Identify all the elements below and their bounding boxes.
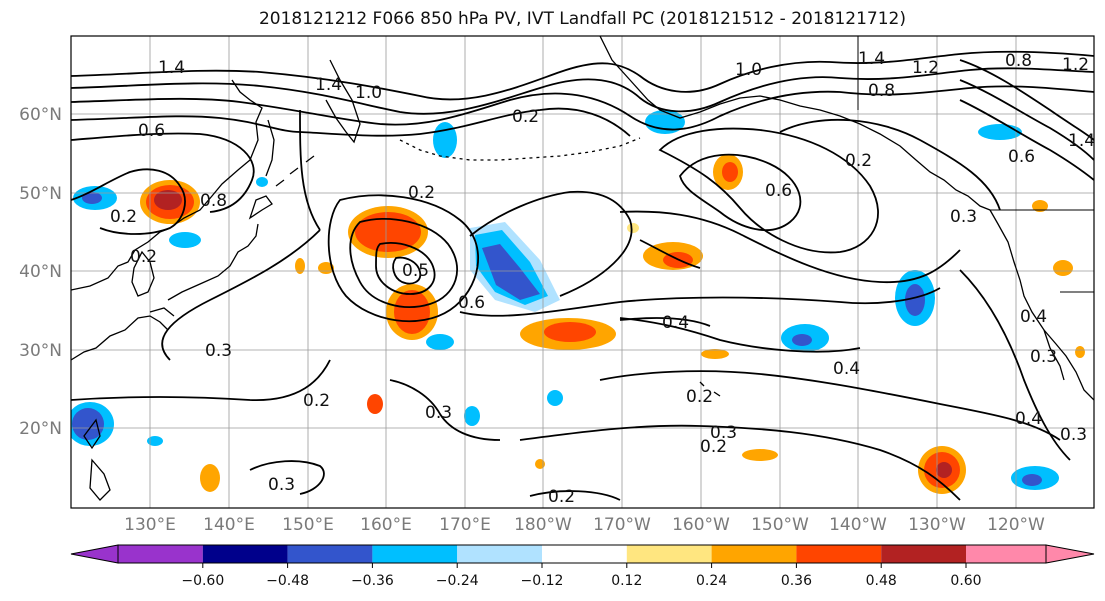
colorbar-segment xyxy=(202,545,288,563)
contour-label: 0.4 xyxy=(833,359,860,379)
colorbar-segment xyxy=(70,544,119,564)
contour-label: 0.2 xyxy=(303,391,330,411)
contour-label: 0.3 xyxy=(1030,347,1057,367)
lat-label: 50°N xyxy=(19,184,62,204)
contour-label: 1.4 xyxy=(1068,131,1095,151)
lon-label: 130°W xyxy=(908,515,966,535)
colorbar-tick-label: 0.36 xyxy=(781,573,812,589)
lon-label: 160°W xyxy=(672,515,730,535)
contour-label: 1.4 xyxy=(315,75,342,95)
contour-label: 0.4 xyxy=(1020,307,1047,327)
colorbar-tick-label: 0.60 xyxy=(950,573,981,589)
contour-label: 0.2 xyxy=(686,387,713,407)
colorbar-segment xyxy=(796,545,882,563)
contour-label: 0.6 xyxy=(458,293,485,313)
graticule xyxy=(71,36,1094,508)
colorbar-tick-label: 0.12 xyxy=(611,573,642,589)
colorbar-segment xyxy=(118,545,203,563)
contour-label: 0.2 xyxy=(845,151,872,171)
contour-label: 0.3 xyxy=(950,207,977,227)
lon-label: 180°W xyxy=(514,515,572,535)
contour-label: 0.8 xyxy=(200,191,227,211)
contour-label: 0.3 xyxy=(710,423,737,443)
contour-label: 1.4 xyxy=(858,49,885,69)
colorbar-segment xyxy=(626,545,712,563)
contour-label: 0.2 xyxy=(408,183,435,203)
pv-contours xyxy=(71,50,1094,501)
contour-label: 1.2 xyxy=(912,58,939,78)
contour-label: 0.3 xyxy=(205,341,232,361)
colorbar-tick-label: 0.24 xyxy=(696,573,727,589)
contour-label: 0.2 xyxy=(512,107,539,127)
colorbar-segment xyxy=(457,545,542,563)
lon-label: 170°W xyxy=(593,515,651,535)
contour-label: 0.2 xyxy=(548,487,575,507)
contour-label: 0.3 xyxy=(425,403,452,423)
colorbar-tick-label: −0.48 xyxy=(266,573,309,589)
contour-label: 0.2 xyxy=(700,437,727,457)
contour-label: 0.5 xyxy=(402,261,429,281)
latitude-labels: 60°N 50°N 40°N 30°N 20°N xyxy=(19,105,62,439)
colorbar-tick-label: 0.48 xyxy=(866,573,897,589)
colorbar-segment xyxy=(372,545,458,563)
map-title: 2018121212 F066 850 hPa PV, IVT Landfall… xyxy=(258,9,906,29)
contour-label: 0.6 xyxy=(138,121,165,141)
lon-label: 160°E xyxy=(360,515,412,535)
lon-label: 140°E xyxy=(203,515,255,535)
lon-label: 150°E xyxy=(282,515,334,535)
contour-label: 1.2 xyxy=(1062,55,1089,75)
colorbar-segment xyxy=(711,545,797,563)
map-area xyxy=(71,36,1094,508)
colorbar-segment xyxy=(881,545,966,563)
contour-label: 1.4 xyxy=(158,58,185,78)
colorbar-segment xyxy=(287,545,373,563)
colorbar-tick-label: −0.24 xyxy=(436,573,479,589)
colorbar-frame xyxy=(117,544,1047,564)
lat-label: 60°N xyxy=(19,105,62,125)
colorbar-tick-label: −0.60 xyxy=(181,573,224,589)
contour-label: 0.4 xyxy=(662,313,689,333)
contour-labels: 1.4 1.0 1.4 1.2 1.0 0.8 1.4 1.2 0.8 0.6 … xyxy=(110,49,1095,507)
contour-label: 0.8 xyxy=(868,81,895,101)
longitude-labels: 130°E 140°E 150°E 160°E 170°E 180°W 170°… xyxy=(124,515,1045,535)
contour-label: 0.6 xyxy=(765,181,792,201)
lat-label: 30°N xyxy=(19,341,62,361)
colorbar-tick-label: −0.12 xyxy=(521,573,564,589)
contour-label: 0.4 xyxy=(1015,409,1042,429)
contour-label: 0.8 xyxy=(1005,51,1032,71)
colorbar-segment xyxy=(542,545,627,563)
contour-label: 0.2 xyxy=(130,247,157,267)
map-frame xyxy=(70,35,1095,509)
colorbar-tick-label: −0.36 xyxy=(351,573,394,589)
colorbar-segment xyxy=(1045,544,1095,564)
lon-label: 120°W xyxy=(987,515,1045,535)
lon-label: 170°E xyxy=(439,515,491,535)
lat-label: 20°N xyxy=(19,419,62,439)
contour-label: 0.3 xyxy=(268,475,295,495)
lat-label: 40°N xyxy=(19,262,62,282)
lon-label: 140°W xyxy=(829,515,887,535)
contour-label: 0.2 xyxy=(110,207,137,227)
lon-label: 150°W xyxy=(751,515,809,535)
contour-label: 1.0 xyxy=(735,60,762,80)
contour-label: 0.3 xyxy=(1060,425,1087,445)
contour-label: 0.6 xyxy=(1008,147,1035,167)
colorbar-segment xyxy=(966,545,1046,563)
lon-label: 130°E xyxy=(124,515,176,535)
contour-label: 1.0 xyxy=(355,83,382,103)
colorbar: −0.60 −0.48 −0.36 −0.24 −0.12 0.12 0.24 … xyxy=(70,544,1095,589)
